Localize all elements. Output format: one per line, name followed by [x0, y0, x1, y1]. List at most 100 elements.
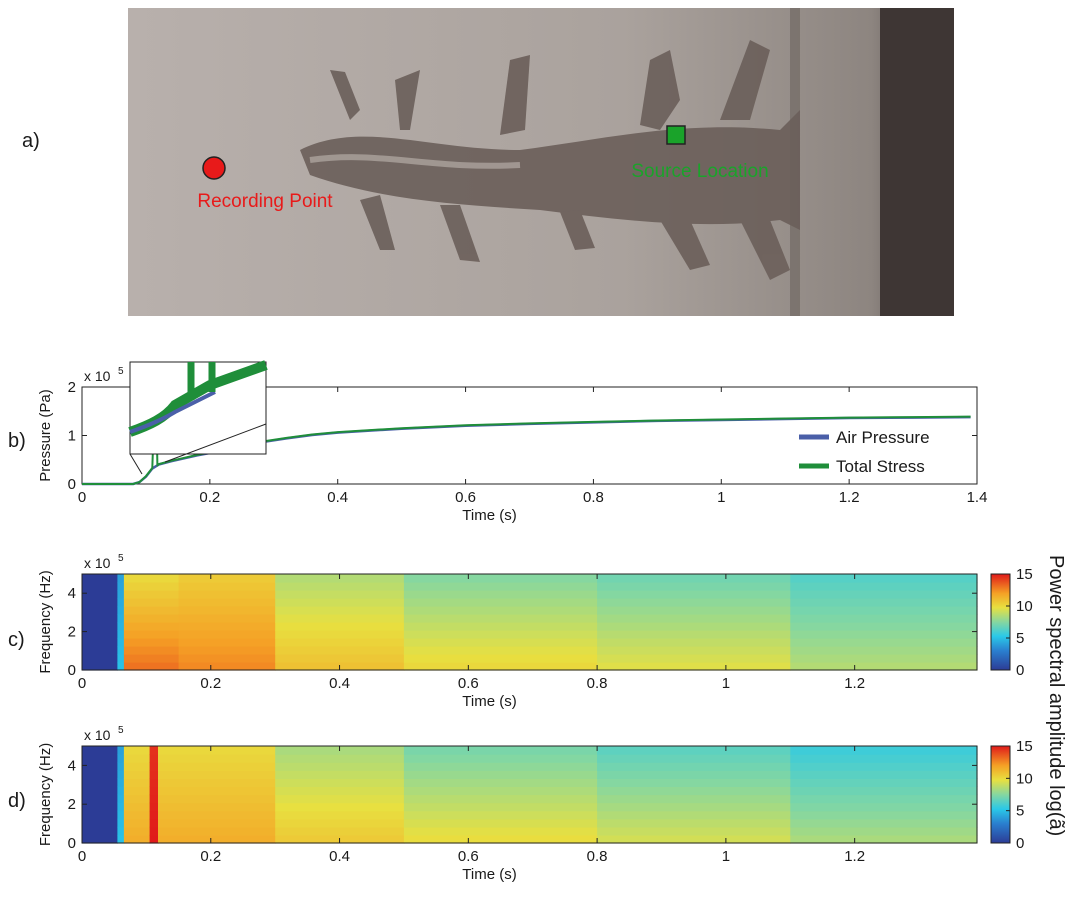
colorbar-tick-label: 0: [1016, 835, 1024, 852]
heatmap-cell: [403, 834, 598, 844]
heatmap-cell: [82, 630, 118, 639]
heatmap-cell: [403, 646, 598, 655]
heatmap-cell: [158, 754, 276, 763]
heatmap-cell: [403, 662, 598, 671]
heatmap-cell: [123, 606, 180, 615]
heatmap-cell: [123, 646, 180, 655]
colorbar-tick-label: 10: [1016, 770, 1033, 787]
heatmap-cell: [597, 606, 791, 615]
heatmap-cell: [117, 606, 125, 615]
x-tick-label: 0: [78, 489, 86, 506]
x-tick-label: 1: [722, 675, 730, 692]
heatmap-cell: [275, 754, 405, 763]
heatmap-cell: [82, 818, 118, 828]
heatmap-cell: [403, 598, 598, 607]
y-multiplier-label: x 10: [84, 555, 111, 571]
heatmap-cell: [178, 630, 276, 639]
heatmap-cell: [790, 818, 978, 828]
heatmap-cell: [123, 754, 151, 763]
heatmap-cell: [149, 810, 159, 820]
heatmap-cell: [790, 598, 978, 607]
heatmap-cell: [275, 646, 405, 655]
y-tick-label: 4: [68, 585, 76, 602]
heatmap-cell: [275, 810, 405, 820]
heatmap-cell: [275, 590, 405, 599]
x-tick-label: 0.8: [587, 675, 608, 692]
heatmap-cell: [275, 598, 405, 607]
heatmap-cell: [275, 606, 405, 615]
heatmap-cell: [117, 662, 125, 671]
heatmap-cell: [117, 810, 125, 820]
y-tick-label: 2: [68, 379, 76, 396]
x-tick-label: 1.2: [839, 489, 860, 506]
heatmap-cell: [82, 754, 118, 763]
heatmap-cell: [275, 794, 405, 804]
heatmap-cell: [82, 794, 118, 804]
heatmap-cell: [790, 762, 978, 771]
heatmap-cell: [82, 746, 118, 755]
y-tick-label: 0: [68, 835, 76, 852]
heatmap-cell: [123, 786, 151, 796]
heatmap-cell: [123, 590, 180, 599]
heatmap-cell: [597, 746, 791, 755]
colorbar-tick-label: 5: [1016, 630, 1024, 647]
heatmap-cell: [597, 598, 791, 607]
heatmap-cell: [82, 778, 118, 787]
heatmap-cell: [117, 746, 125, 755]
heatmap-cell: [82, 826, 118, 836]
heatmap-cell: [149, 834, 159, 844]
heatmap-cell: [790, 606, 978, 615]
recording-point-marker: [202, 156, 226, 180]
x-tick-label: 0: [78, 848, 86, 865]
inset-air-pressure: [129, 390, 216, 434]
heatmap-cell: [597, 786, 791, 796]
heatmap-cell: [597, 754, 791, 763]
heatmap-cell: [403, 606, 598, 615]
x-axis-label: Time (s): [462, 693, 516, 710]
heatmap-cell: [790, 590, 978, 599]
heatmap-cell: [82, 614, 118, 623]
heatmap-cell: [275, 630, 405, 639]
heatmap-cell: [790, 794, 978, 804]
heatmap-cell: [790, 834, 978, 844]
heatmap-cell: [403, 754, 598, 763]
x-tick-label: 1: [722, 848, 730, 865]
heatmap-cell: [123, 622, 180, 631]
heatmap-cell: [275, 786, 405, 796]
heatmap-cell: [403, 654, 598, 663]
colorbar-tick-label: 5: [1016, 803, 1024, 820]
inset-zoom: [128, 360, 268, 475]
heatmap-cell: [82, 638, 118, 647]
heatmap-cell: [403, 638, 598, 647]
x-tick-label: 0.2: [200, 675, 221, 692]
photo-panel: [128, 8, 954, 316]
heatmap-cell: [117, 590, 125, 599]
heatmap-cell: [149, 770, 159, 779]
heatmap-cell: [117, 638, 125, 647]
heatmap-cell: [275, 770, 405, 779]
source-location-marker: [666, 125, 686, 145]
heatmap-cell: [82, 606, 118, 615]
heatmap-cell: [149, 802, 159, 812]
heatmap-cell: [82, 598, 118, 607]
heatmap-cell: [790, 770, 978, 779]
heatmap-cell: [82, 834, 118, 844]
x-tick-label: 0: [78, 675, 86, 692]
heatmap-cell: [790, 778, 978, 787]
heatmap-cell: [158, 794, 276, 804]
x-axis-label: Time (s): [462, 866, 516, 883]
heatmap-cell: [117, 786, 125, 796]
heatmap-cell: [597, 834, 791, 844]
heatmap-cell: [158, 778, 276, 787]
heatmap-cell: [178, 614, 276, 623]
heatmap-cell: [82, 574, 118, 583]
heatmap-cell: [403, 778, 598, 787]
y-axis-label: Pressure (Pa): [37, 389, 54, 482]
inset-connector: [129, 453, 143, 475]
heatmap-cell: [178, 646, 276, 655]
heatmap-cell: [597, 638, 791, 647]
heatmap-cell: [597, 590, 791, 599]
y-tick-label: 0: [68, 476, 76, 493]
x-tick-label: 0.2: [199, 489, 220, 506]
heatmap-cell: [790, 810, 978, 820]
